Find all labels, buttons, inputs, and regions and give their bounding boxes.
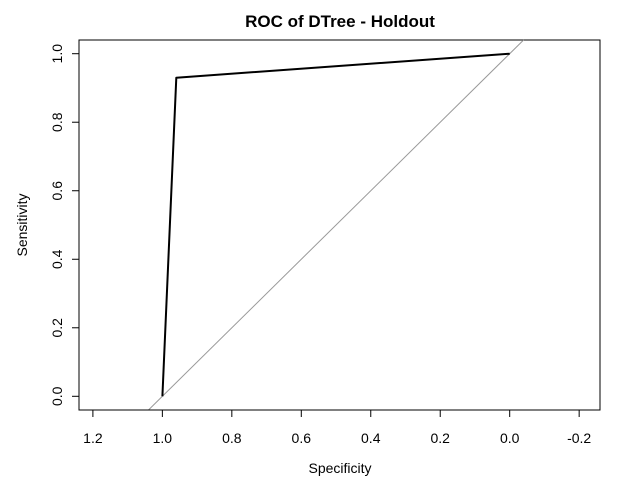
x-axis-label: Specificity <box>308 460 371 476</box>
y-tick-label: 0.2 <box>49 318 65 338</box>
x-tick-label: 0.0 <box>500 430 520 446</box>
y-tick-label: 0.6 <box>49 181 65 201</box>
y-tick-label: 0.0 <box>49 386 65 406</box>
y-axis: 0.0 0.2 0.4 0.6 0.8 1.0 <box>49 44 80 406</box>
x-tick-label: 1.2 <box>83 430 103 446</box>
x-tick-label: -0.2 <box>567 430 591 446</box>
x-tick-label: 0.2 <box>430 430 450 446</box>
x-tick-label: 1.0 <box>153 430 173 446</box>
roc-curve-line <box>161 52 510 397</box>
y-tick-label: 1.0 <box>49 44 65 64</box>
plot-area <box>78 39 601 411</box>
y-tick-label: 0.4 <box>49 249 65 269</box>
plot-frame <box>78 39 601 411</box>
reference-diagonal-line <box>148 39 524 411</box>
y-tick-label: 0.8 <box>49 112 65 132</box>
chart-title: ROC of DTree - Holdout <box>245 12 435 31</box>
x-tick-label: 0.8 <box>222 430 242 446</box>
y-axis-label: Sensitivity <box>14 193 30 256</box>
x-tick-label: 0.6 <box>292 430 312 446</box>
x-tick-label: 0.4 <box>361 430 381 446</box>
x-axis: 1.2 1.0 0.8 0.6 0.4 0.2 0.0 -0.2 <box>83 409 591 446</box>
